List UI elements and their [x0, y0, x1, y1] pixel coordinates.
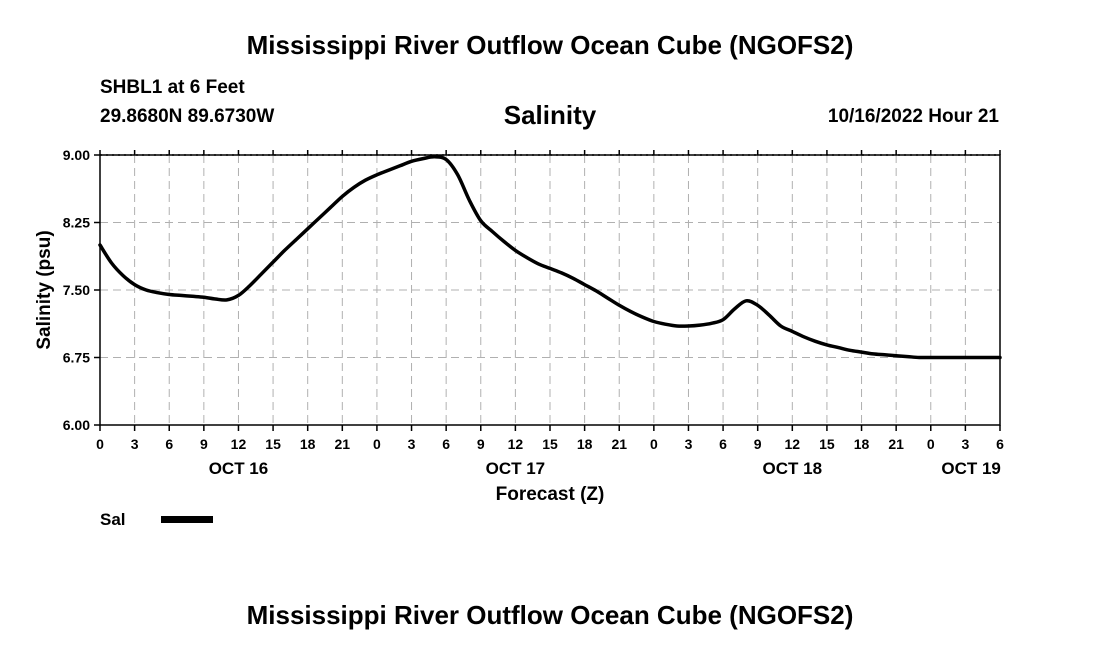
x-tick-label: 6 [996, 436, 1004, 452]
x-day-label: OCT 18 [763, 459, 823, 478]
y-tick-label: 9.00 [63, 147, 90, 163]
x-tick-label: 9 [477, 436, 485, 452]
y-axis-label: Salinity (psu) [34, 230, 55, 349]
x-tick-label: 15 [265, 436, 281, 452]
x-tick-label: 9 [754, 436, 762, 452]
x-tick-label: 21 [611, 436, 627, 452]
y-tick-label: 6.00 [63, 417, 90, 433]
x-tick-label: 0 [927, 436, 935, 452]
x-axis: 0 3 6 9 12 15 18 21 0 3 6 9 12 15 18 21 0 3 6 9 12 15 18 21 0 3 6 O… [96, 150, 1004, 478]
x-day-label: OCT 17 [486, 459, 546, 478]
x-tick-label: 3 [961, 436, 969, 452]
x-tick-label: 0 [373, 436, 381, 452]
x-tick-label: 6 [165, 436, 173, 452]
x-tick-label: 3 [685, 436, 693, 452]
x-tick-label: 3 [408, 436, 416, 452]
legend-swatch [161, 516, 213, 523]
legend-label: Sal [100, 510, 126, 529]
x-tick-label: 18 [854, 436, 870, 452]
x-tick-label: 6 [442, 436, 450, 452]
x-tick-label: 15 [819, 436, 835, 452]
y-tick-label: 8.25 [63, 215, 90, 231]
x-tick-label: 6 [719, 436, 727, 452]
x-tick-label: 18 [300, 436, 316, 452]
x-tick-label: 21 [888, 436, 904, 452]
x-tick-label: 9 [200, 436, 208, 452]
station-coordinates: 29.8680N 89.6730W [100, 106, 275, 127]
x-tick-label: 12 [785, 436, 801, 452]
x-tick-label: 12 [508, 436, 524, 452]
y-tick-label: 6.75 [63, 350, 90, 366]
station-label: SHBL1 at 6 Feet [100, 77, 245, 98]
x-tick-label: 21 [335, 436, 351, 452]
x-axis-label: Forecast (Z) [496, 484, 605, 505]
chart-title: Mississippi River Outflow Ocean Cube (NG… [246, 30, 854, 60]
x-tick-label: 15 [542, 436, 558, 452]
chart-subtitle: Salinity [503, 100, 597, 130]
x-tick-label: 3 [131, 436, 139, 452]
x-tick-label: 0 [96, 436, 104, 452]
salinity-series-line [98, 155, 1002, 360]
x-day-label: OCT 19 [941, 459, 1001, 478]
footer-title: Mississippi River Outflow Ocean Cube (NG… [246, 600, 854, 630]
x-tick-label: 12 [231, 436, 247, 452]
grid-lines [100, 154, 1000, 425]
y-tick-label: 7.50 [63, 282, 90, 298]
forecast-timestamp: 10/16/2022 Hour 21 [827, 106, 999, 127]
x-day-label: OCT 16 [209, 459, 269, 478]
x-tick-label: 18 [577, 436, 593, 452]
x-tick-label: 0 [650, 436, 658, 452]
y-axis: 6.00 6.75 7.50 8.25 9.00 [63, 147, 100, 433]
